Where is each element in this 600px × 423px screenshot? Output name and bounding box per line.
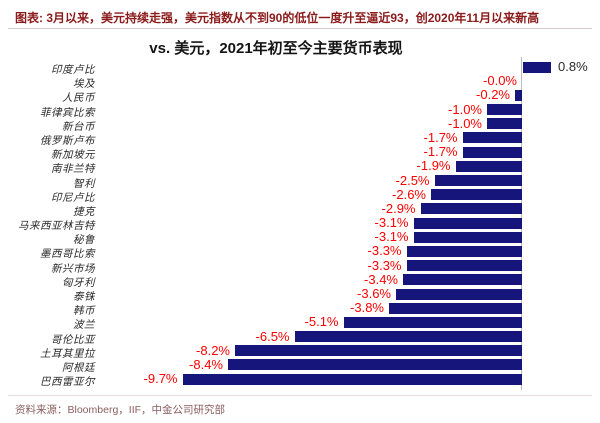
value-bar bbox=[431, 189, 522, 201]
footer-divider bbox=[8, 395, 592, 396]
value-label: -1.0% bbox=[448, 101, 482, 117]
bar-rows-container: 印度卢比 0.8% 埃及 -0.0% 人民币 -0.2% 菲律宾比索 -1.0% 新台币 -1.0… bbox=[0, 59, 600, 389]
bar-row: 菲律宾比索 -1.0% bbox=[0, 101, 600, 119]
category-label: 新兴市场 bbox=[51, 262, 95, 275]
category-label: 人民币 bbox=[62, 92, 95, 105]
value-bar bbox=[228, 359, 522, 371]
value-bar bbox=[403, 274, 522, 286]
category-label: 波兰 bbox=[73, 319, 95, 332]
bar-row: 捷克 -2.9% bbox=[0, 200, 600, 218]
bar-row: 哥伦比亚 -6.5% bbox=[0, 328, 600, 346]
figure-caption: 图表: 3月以来，美元持续走强，美元指数从不到90的低位一度升至逼近93，创20… bbox=[15, 11, 540, 25]
value-label: -1.9% bbox=[416, 158, 451, 174]
value-label: -2.5% bbox=[395, 172, 430, 188]
category-label: 巴西雷亚尔 bbox=[40, 376, 95, 389]
value-bar bbox=[487, 118, 522, 130]
value-label: -2.9% bbox=[381, 200, 416, 216]
caption-divider bbox=[8, 28, 592, 29]
value-label: -0.2% bbox=[476, 87, 510, 103]
value-bar bbox=[396, 288, 522, 300]
bar-row: 巴西雷亚尔 -9.7% bbox=[0, 371, 600, 389]
category-label: 印尼卢比 bbox=[51, 191, 95, 204]
value-label: -8.2% bbox=[196, 342, 230, 358]
value-label: -3.1% bbox=[374, 215, 409, 231]
bar-row: 匈牙利 -3.4% bbox=[0, 271, 600, 289]
value-label: -3.6% bbox=[357, 286, 391, 301]
value-bar bbox=[235, 345, 522, 357]
value-label: -3.3% bbox=[367, 243, 402, 259]
value-bar bbox=[182, 373, 522, 385]
category-label: 马来西亚林吉特 bbox=[18, 220, 95, 233]
category-label: 哥伦比亚 bbox=[51, 333, 95, 346]
value-bar bbox=[455, 160, 522, 172]
value-label: -1.7% bbox=[423, 129, 458, 145]
value-label: -3.3% bbox=[367, 257, 402, 273]
bar-row: 新加坡元 -1.7% bbox=[0, 144, 600, 162]
value-label: -1.0% bbox=[448, 115, 482, 131]
bar-row: 阿根廷 -8.4% bbox=[0, 356, 600, 374]
bar-row: 秘鲁 -3.1% bbox=[0, 229, 600, 247]
currency-bar-chart: 印度卢比 0.8% 埃及 -0.0% 人民币 -0.2% 菲律宾比索 -1.0% 新台币 -1.0… bbox=[0, 57, 600, 390]
value-label: -6.5% bbox=[255, 328, 290, 344]
value-bar bbox=[420, 203, 522, 215]
bar-row: 新台币 -1.0% bbox=[0, 115, 600, 133]
value-label: -3.1% bbox=[374, 229, 409, 245]
bar-row: 俄罗斯卢布 -1.7% bbox=[0, 129, 600, 147]
category-label: 秘鲁 bbox=[73, 234, 95, 247]
category-label: 匈牙利 bbox=[62, 276, 95, 289]
chart-title: vs. 美元，2021年初至今主要货币表现 bbox=[149, 40, 403, 57]
bar-row: 韩币 -3.8% bbox=[0, 300, 600, 318]
bar-row: 印度卢比 0.8% bbox=[0, 59, 600, 77]
bar-row: 马来西亚林吉特 -3.1% bbox=[0, 215, 600, 233]
value-bar bbox=[406, 260, 522, 272]
value-bar bbox=[523, 61, 551, 73]
value-bar bbox=[413, 231, 522, 243]
category-label: 墨西哥比索 bbox=[40, 248, 95, 261]
category-label: 泰铢 bbox=[73, 291, 95, 303]
value-label: -1.7% bbox=[423, 144, 458, 160]
value-bar bbox=[294, 331, 522, 343]
bar-row: 土耳其里拉 -8.2% bbox=[0, 342, 600, 360]
source-note: 资料来源：Bloomberg，IIF，中金公司研究部 bbox=[15, 404, 226, 416]
bar-row: 埃及 -0.0% bbox=[0, 73, 600, 91]
category-label: 新加坡元 bbox=[51, 149, 95, 162]
category-label: 新台币 bbox=[62, 120, 95, 133]
value-label: -9.7% bbox=[143, 371, 178, 387]
category-label: 捷克 bbox=[73, 205, 95, 218]
category-label: 土耳其里拉 bbox=[40, 347, 95, 360]
value-bar bbox=[434, 175, 522, 186]
category-label: 印度卢比 bbox=[51, 64, 95, 76]
bar-row: 人民币 -0.2% bbox=[0, 87, 600, 105]
category-label: 菲律宾比索 bbox=[40, 106, 95, 119]
bar-row: 泰铢 -3.6% bbox=[0, 286, 600, 303]
bar-row: 南非兰特 -1.9% bbox=[0, 158, 600, 176]
value-bar bbox=[462, 132, 522, 144]
value-label: -5.1% bbox=[304, 314, 339, 330]
value-bar bbox=[462, 146, 522, 158]
value-label: -8.4% bbox=[189, 356, 223, 372]
category-label: 俄罗斯卢布 bbox=[40, 134, 95, 147]
value-bar bbox=[343, 316, 522, 328]
category-label: 韩币 bbox=[73, 305, 95, 318]
value-label: -2.6% bbox=[392, 186, 426, 202]
value-bar bbox=[406, 245, 522, 257]
bar-row: 印尼卢比 -2.6% bbox=[0, 186, 600, 204]
bar-row: 新兴市场 -3.3% bbox=[0, 257, 600, 275]
value-label: -0.0% bbox=[483, 73, 517, 89]
bar-row: 波兰 -5.1% bbox=[0, 314, 600, 332]
value-label: 0.8% bbox=[558, 59, 588, 74]
value-bar bbox=[389, 302, 522, 314]
bar-row: 墨西哥比索 -3.3% bbox=[0, 243, 600, 261]
value-label: -3.8% bbox=[350, 300, 384, 316]
category-label: 阿根廷 bbox=[62, 361, 95, 374]
value-bar bbox=[487, 104, 522, 116]
bar-row: 智利 -2.5% bbox=[0, 172, 600, 190]
value-bar bbox=[413, 217, 522, 229]
category-label: 埃及 bbox=[73, 78, 95, 91]
value-bar bbox=[515, 89, 522, 101]
value-label: -3.4% bbox=[364, 271, 398, 287]
category-label: 智利 bbox=[73, 177, 95, 190]
category-label: 南非兰特 bbox=[51, 163, 95, 176]
